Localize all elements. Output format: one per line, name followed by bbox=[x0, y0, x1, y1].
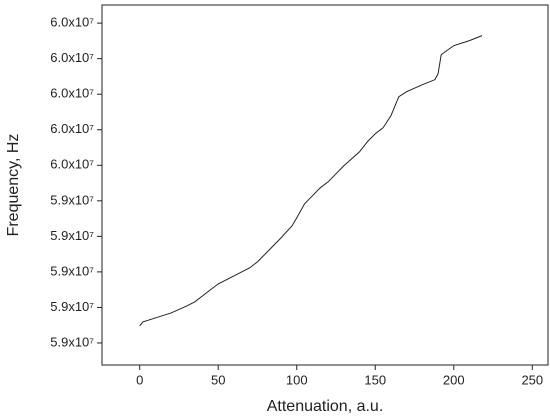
y-tick-label: 5.9x10⁷ bbox=[50, 192, 94, 207]
x-tick-label: 250 bbox=[521, 372, 543, 387]
x-axis-title: Attenuation, a.u. bbox=[267, 398, 384, 415]
y-tick-label: 6.0x10⁷ bbox=[50, 50, 94, 65]
y-tick-label: 5.9x10⁷ bbox=[50, 228, 94, 243]
x-tick-label: 100 bbox=[286, 372, 308, 387]
y-tick-label: 5.9x10⁷ bbox=[50, 299, 94, 314]
y-axis-title: Frequency, Hz bbox=[5, 134, 22, 237]
y-tick-label: 6.0x10⁷ bbox=[50, 157, 94, 172]
y-tick-label: 6.0x10⁷ bbox=[50, 121, 94, 136]
x-tick-label: 0 bbox=[136, 372, 143, 387]
x-tick-label: 150 bbox=[364, 372, 386, 387]
y-tick-label: 6.0x10⁷ bbox=[50, 15, 94, 30]
x-tick-label: 200 bbox=[443, 372, 465, 387]
line bbox=[139, 35, 483, 327]
y-tick-label: 5.9x10⁷ bbox=[50, 263, 94, 278]
plot-frame bbox=[101, 4, 549, 366]
y-tick-label: 5.9x10⁷ bbox=[50, 334, 94, 349]
y-tick-label: 6.0x10⁷ bbox=[50, 86, 94, 101]
x-tick-label: 50 bbox=[211, 372, 225, 387]
